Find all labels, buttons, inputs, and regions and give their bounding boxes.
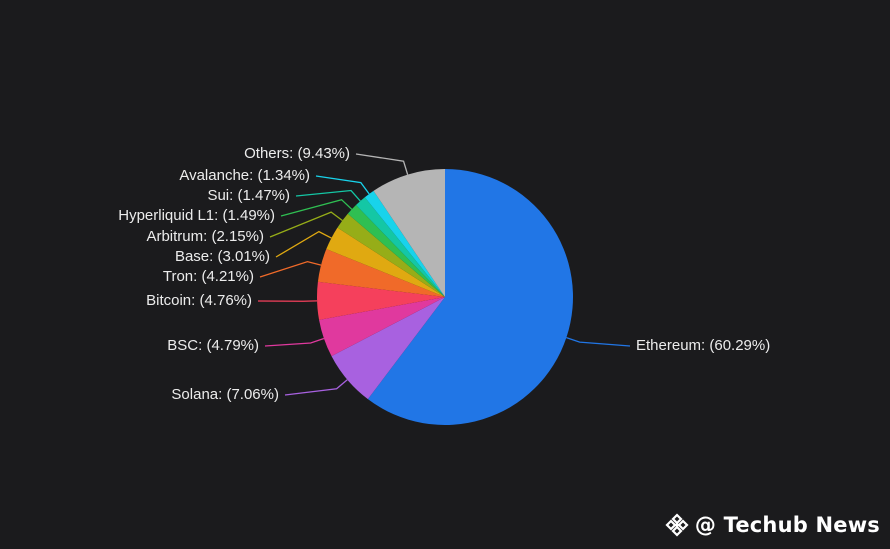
slice-base: [326, 227, 445, 297]
slice-labels: Ethereum: (60.29%) Solana: (7.06%) BSC: (4…: [118, 145, 770, 403]
slice-bsc: [319, 297, 445, 357]
leader-lines: [257, 153, 631, 396]
leader-line-solana: [284, 379, 348, 396]
slice-label-base: Base: (3.01%): [175, 248, 270, 265]
leader-line-others: [355, 153, 409, 175]
slice-label-avalanche: Avalanche: (1.34%): [179, 167, 310, 184]
leader-line-sui: [295, 189, 361, 202]
watermark: @ Techub News: [665, 513, 880, 537]
slice-label-tron: Tron: (4.21%): [163, 268, 254, 285]
slice-avalanche: [364, 190, 445, 297]
slice-others: [373, 169, 445, 297]
slice-label-bsc: BSC: (4.79%): [167, 337, 259, 354]
leader-line-hyperliquid-l1: [280, 198, 353, 217]
slice-hyperliquid-l1: [347, 205, 445, 297]
pie-slices: [317, 169, 573, 425]
techub-logo-icon: [665, 513, 689, 537]
slice-label-ethereum: Ethereum: (60.29%): [636, 337, 770, 354]
slice-label-hyperliquid-l1: Hyperliquid L1: (1.49%): [118, 207, 275, 224]
leader-line-base: [275, 230, 332, 258]
watermark-text: @ Techub News: [694, 513, 880, 537]
slice-tron: [317, 249, 445, 297]
slice-ethereum: [367, 169, 573, 425]
slice-label-arbitrum: Arbitrum: (2.15%): [146, 228, 264, 245]
leader-line-avalanche: [315, 175, 370, 195]
slice-bitcoin: [317, 281, 445, 320]
slice-label-others: Others: (9.43%): [244, 145, 350, 162]
slice-arbitrum: [337, 213, 445, 297]
slice-solana: [331, 297, 445, 400]
leader-line-bsc: [264, 337, 325, 347]
leader-line-ethereum: [566, 337, 631, 347]
leader-line-tron: [259, 260, 322, 278]
slice-label-bitcoin: Bitcoin: (4.76%): [146, 292, 252, 309]
slice-label-sui: Sui: (1.47%): [207, 187, 290, 204]
leader-line-arbitrum: [269, 211, 343, 238]
slice-sui: [355, 197, 445, 297]
slice-label-solana: Solana: (7.06%): [171, 386, 279, 403]
